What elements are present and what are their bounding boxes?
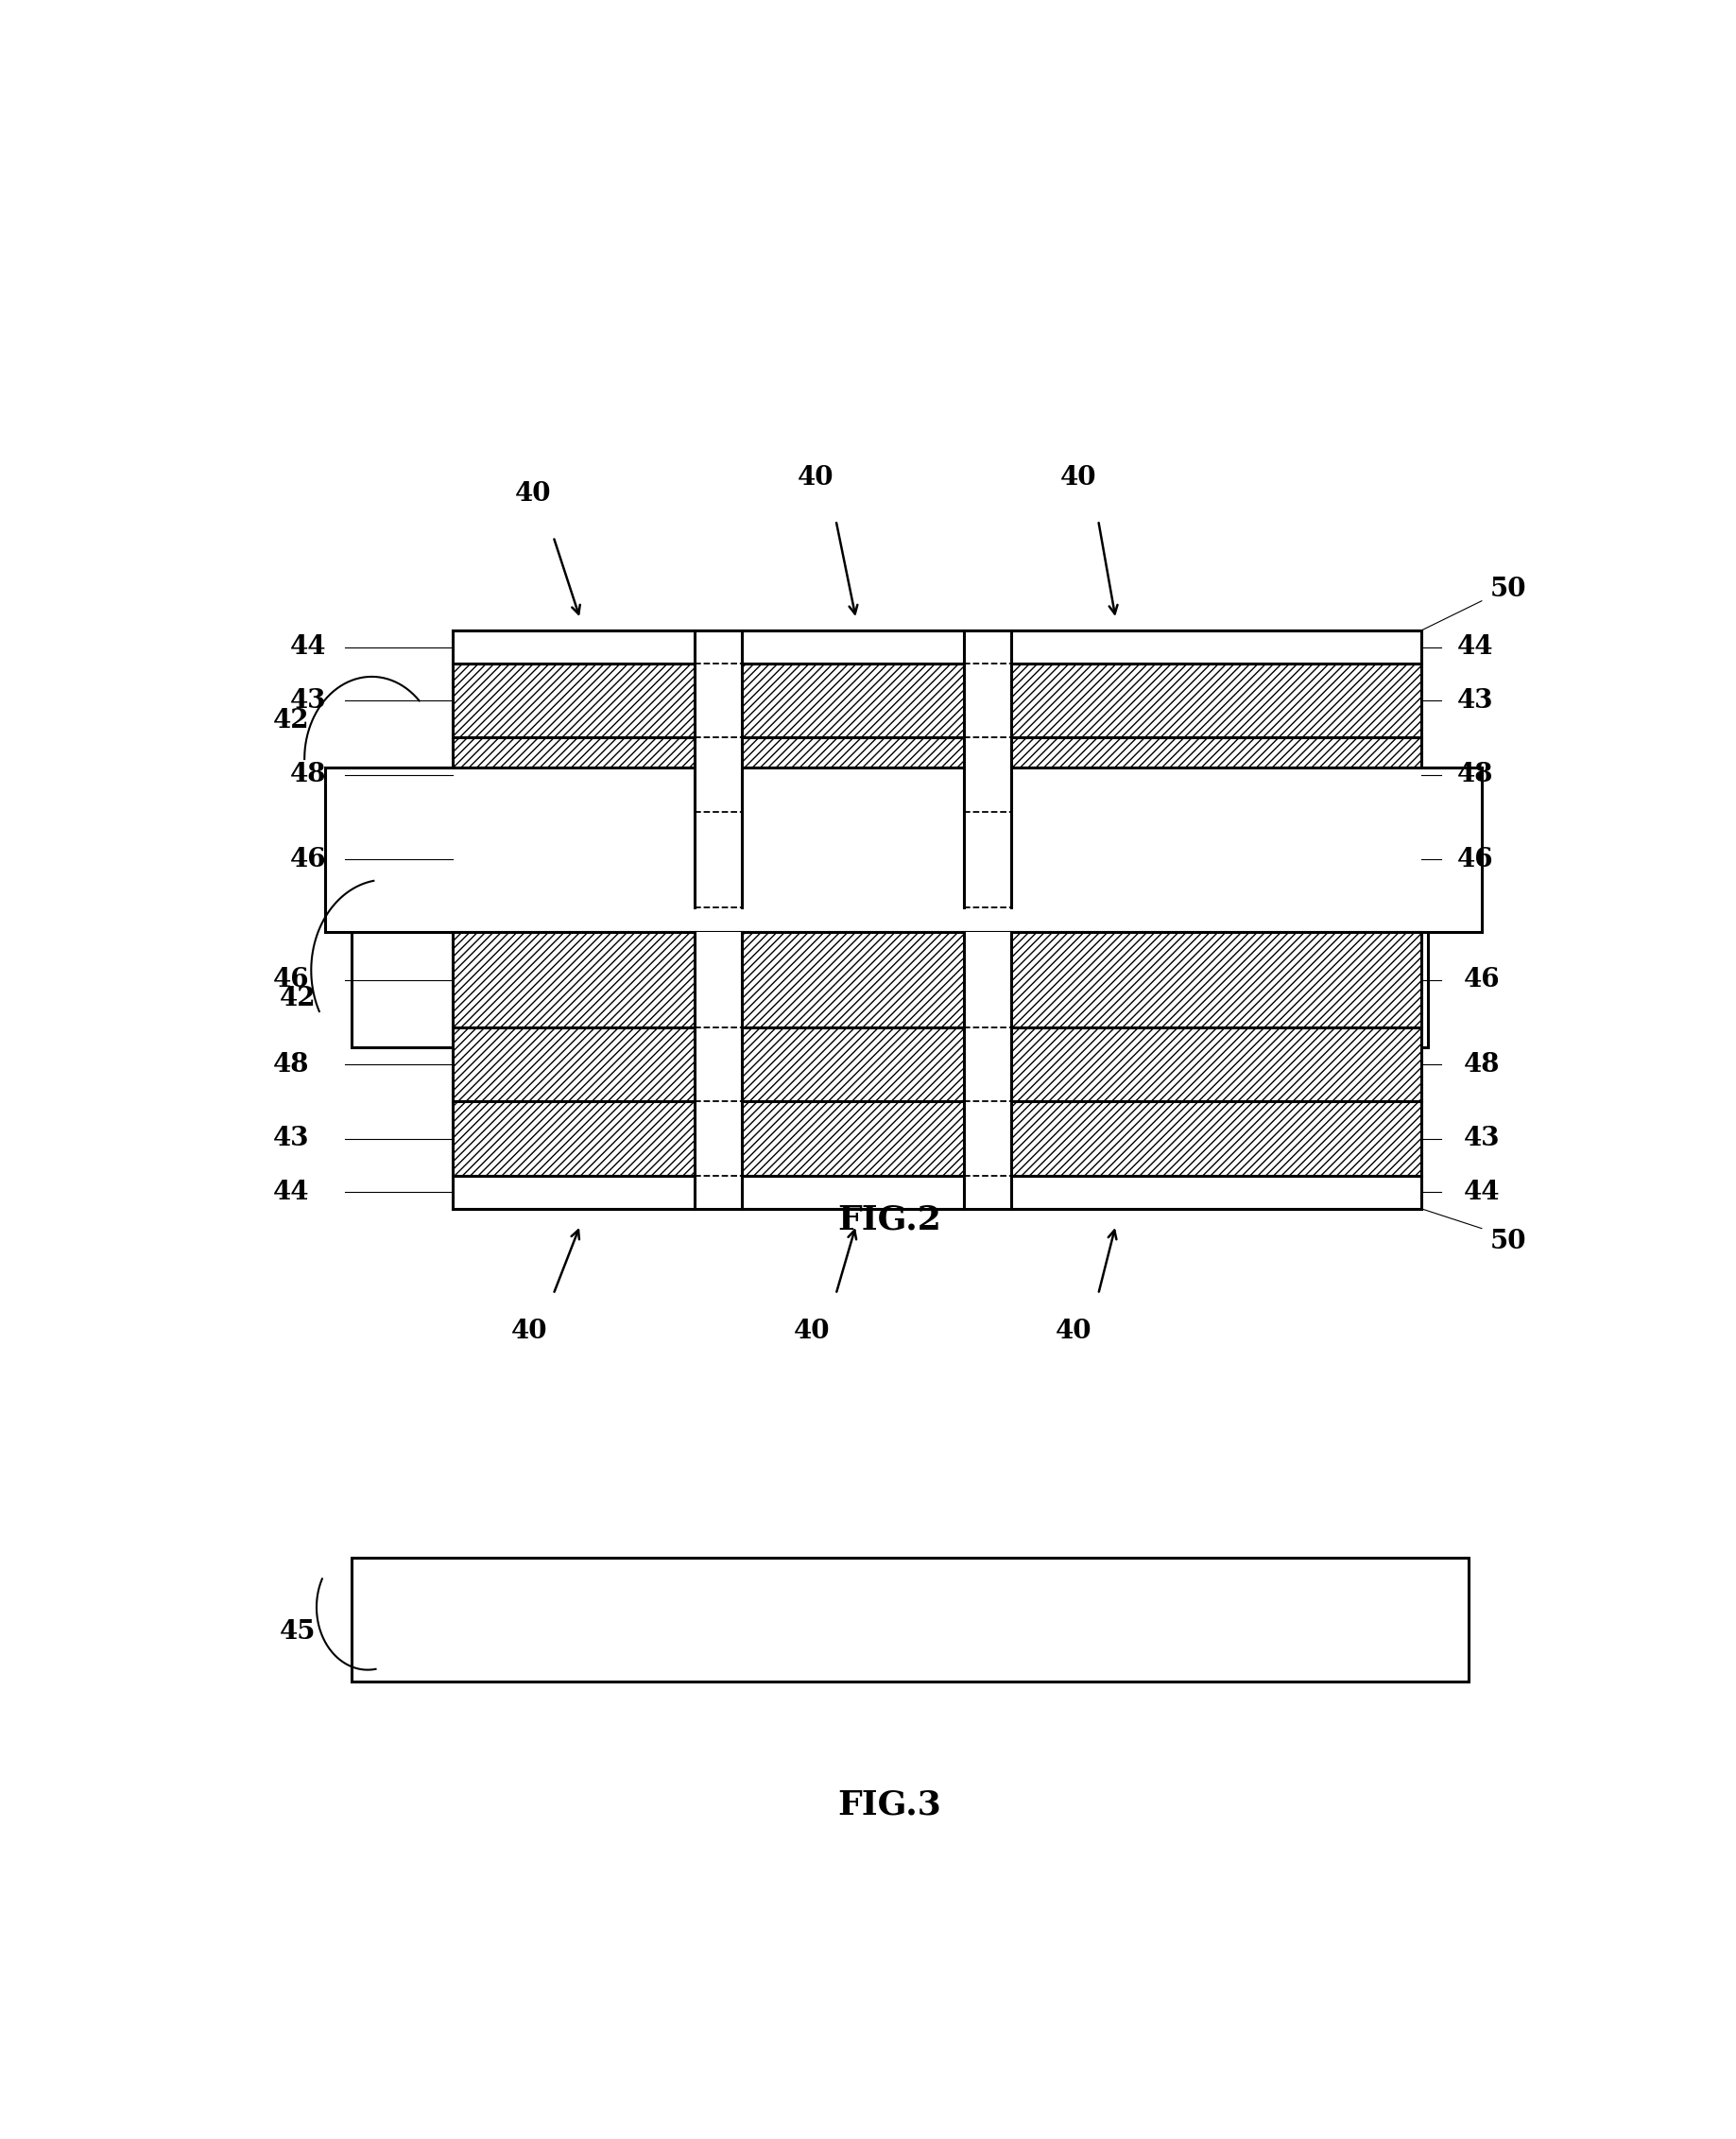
- Text: 46: 46: [290, 847, 326, 873]
- Bar: [963, 738, 1010, 811]
- Bar: [963, 631, 1010, 663]
- Text: FIG.3: FIG.3: [838, 1788, 941, 1820]
- Text: 50: 50: [1491, 578, 1526, 603]
- Bar: [351, 907, 1429, 1048]
- Text: 40: 40: [1055, 1320, 1092, 1345]
- Text: 40: 40: [516, 481, 552, 507]
- Text: 48: 48: [273, 1052, 309, 1078]
- Text: 46: 46: [273, 967, 309, 992]
- Bar: [963, 1102, 1010, 1176]
- Bar: [963, 1176, 1010, 1209]
- Bar: [351, 1557, 1469, 1681]
- Bar: [694, 1102, 741, 1176]
- Text: 43: 43: [290, 689, 326, 712]
- Bar: [694, 933, 741, 1027]
- Bar: [694, 738, 741, 811]
- Bar: [325, 768, 1483, 933]
- Bar: [453, 738, 1422, 811]
- Bar: [963, 663, 1010, 738]
- Text: 43: 43: [1457, 689, 1493, 712]
- Bar: [453, 933, 1422, 1027]
- Bar: [453, 811, 1422, 907]
- Text: 44: 44: [290, 635, 326, 659]
- Text: 48: 48: [1463, 1052, 1500, 1078]
- Text: FIG.2: FIG.2: [838, 1204, 941, 1236]
- Text: 46: 46: [1463, 967, 1500, 992]
- Text: 42: 42: [273, 708, 309, 734]
- Bar: [694, 1176, 741, 1209]
- Text: 43: 43: [273, 1125, 309, 1151]
- Text: 45: 45: [279, 1619, 316, 1645]
- Text: 44: 44: [1457, 635, 1493, 659]
- Text: 50: 50: [1491, 1228, 1526, 1253]
- Bar: [963, 933, 1010, 1027]
- Text: 40: 40: [797, 464, 833, 490]
- Text: 44: 44: [273, 1179, 309, 1204]
- Text: 48: 48: [290, 761, 326, 787]
- Bar: [963, 1027, 1010, 1102]
- Bar: [453, 631, 1422, 663]
- Bar: [453, 1102, 1422, 1176]
- Bar: [453, 1027, 1422, 1102]
- Text: 44: 44: [1463, 1179, 1500, 1204]
- Text: 40: 40: [793, 1320, 830, 1345]
- Bar: [694, 631, 741, 663]
- Text: 42: 42: [279, 986, 316, 1012]
- Bar: [694, 663, 741, 738]
- Bar: [453, 663, 1422, 738]
- Bar: [963, 811, 1010, 907]
- Text: 40: 40: [510, 1320, 547, 1345]
- Text: 46: 46: [1457, 847, 1493, 873]
- Text: 48: 48: [1457, 761, 1493, 787]
- Bar: [694, 811, 741, 907]
- Text: 40: 40: [1061, 464, 1095, 490]
- Bar: [694, 1027, 741, 1102]
- Text: 43: 43: [1463, 1125, 1500, 1151]
- Bar: [453, 1176, 1422, 1209]
